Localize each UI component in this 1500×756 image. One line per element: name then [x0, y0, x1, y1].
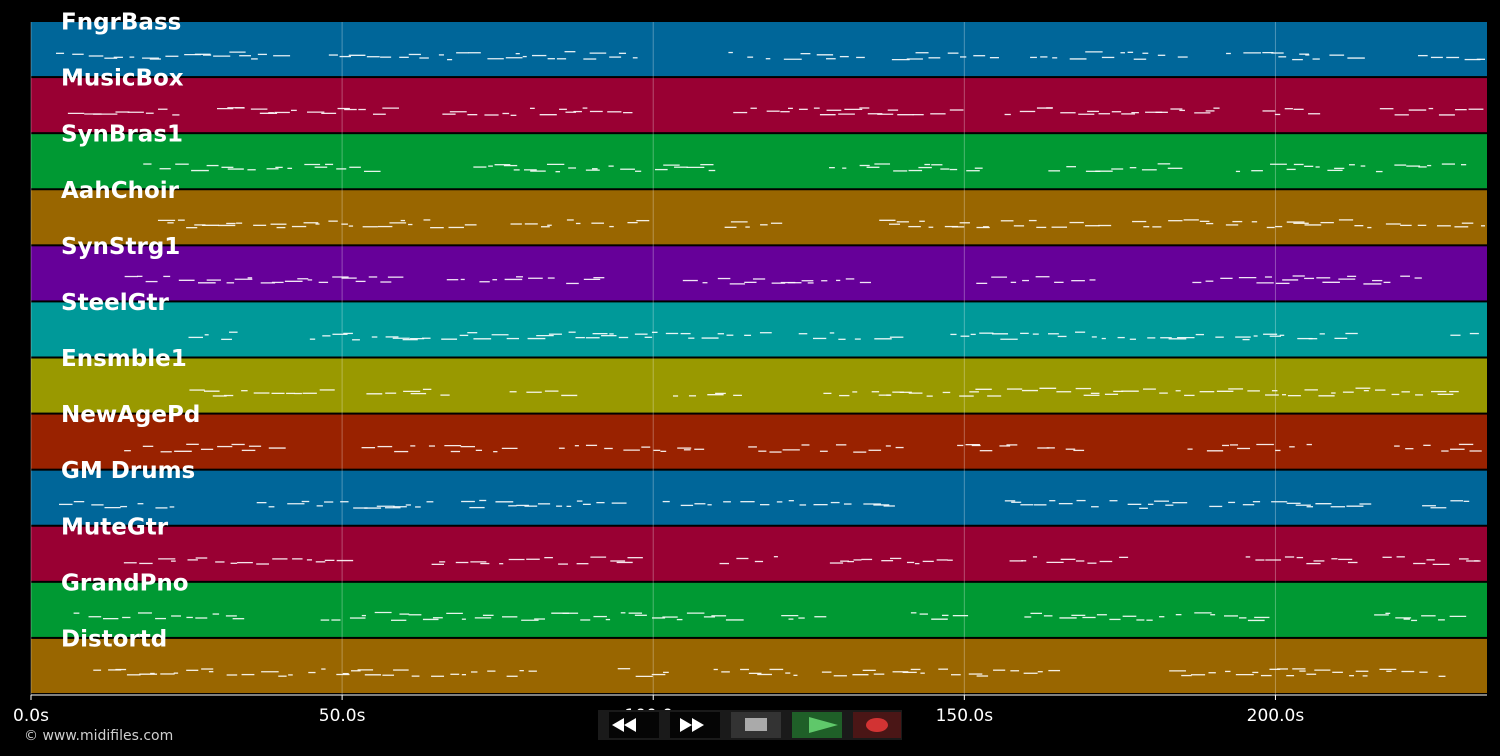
- track-name: GM Drums: [61, 458, 195, 484]
- track-name: Distortd: [61, 626, 167, 652]
- icon: [692, 718, 704, 732]
- record-button[interactable]: [853, 712, 901, 738]
- transport-controls: [598, 710, 902, 740]
- track-band: [31, 302, 1487, 357]
- track-band: [31, 78, 1487, 133]
- track-labels: FngrBass MusicBox SynBras1 AahChoir SynStrg1…: [61, 10, 200, 653]
- icon: [612, 718, 624, 732]
- rewind-button[interactable]: [609, 712, 659, 738]
- tick-label: 200.0s: [1247, 706, 1305, 726]
- track-name: AahChoir: [61, 178, 180, 204]
- track-band: [31, 470, 1487, 525]
- play-button[interactable]: [792, 712, 842, 738]
- track-band: [31, 414, 1487, 469]
- track-bands: [31, 22, 1487, 693]
- stop-button[interactable]: [731, 712, 781, 738]
- track-band: [31, 358, 1487, 413]
- track-band: [31, 190, 1487, 245]
- track-band: [31, 134, 1487, 189]
- tick-label: 0.0s: [13, 706, 49, 726]
- track-band: [31, 22, 1487, 77]
- track-name: SynBras1: [61, 122, 183, 148]
- track-name: FngrBass: [61, 10, 181, 36]
- icon: [809, 717, 838, 733]
- icon: [866, 718, 888, 732]
- track-name: MuteGtr: [61, 514, 169, 540]
- track-name: GrandPno: [61, 570, 189, 596]
- track-name: MusicBox: [61, 66, 184, 92]
- grid: [30, 22, 1276, 695]
- track-band: [31, 246, 1487, 301]
- forward-button[interactable]: [670, 712, 720, 738]
- tick-label: 150.0s: [936, 706, 994, 726]
- track-name: SynStrg1: [61, 234, 180, 260]
- tick-label: 50.0s: [319, 706, 366, 726]
- icon: [624, 718, 636, 732]
- track-name: SteelGtr: [61, 290, 170, 316]
- track-band: [31, 526, 1487, 581]
- track-band: [31, 582, 1487, 637]
- icon: [745, 718, 767, 731]
- track-name: Ensmble1: [61, 346, 187, 372]
- icon: [680, 718, 692, 732]
- copyright: © www.midifiles.com: [24, 728, 173, 744]
- track-band: [31, 638, 1487, 693]
- track-name: NewAgePd: [61, 402, 200, 428]
- notes: [56, 51, 1485, 678]
